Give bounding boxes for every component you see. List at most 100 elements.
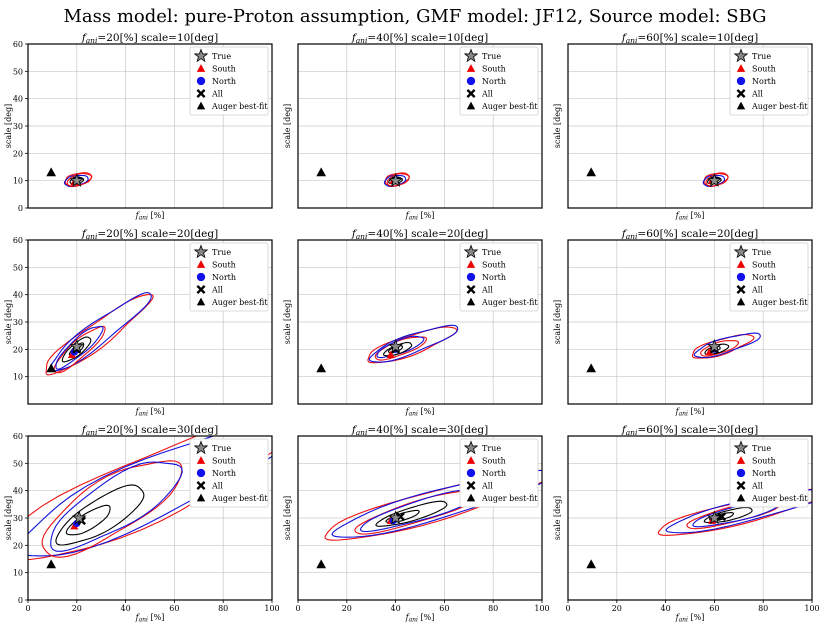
markers [316, 338, 403, 373]
legend: True South North All Auger best-fit [189, 46, 269, 116]
x-axis-label: fani [%] [135, 407, 165, 418]
legend-south-marker [736, 64, 746, 72]
y-tick-label: 60 [13, 432, 23, 441]
legend: True South North All Auger best-fit [459, 46, 539, 116]
y-tick-label: 30 [13, 122, 23, 131]
legend: True South North All Auger best-fit [729, 438, 809, 508]
legend-south-marker [736, 260, 746, 268]
legend-all-marker [736, 481, 746, 490]
north-contour [702, 174, 726, 188]
panel-9: fani=60[%] scale=30[deg] 0 20 40 60 80 100 fani… [553, 424, 820, 624]
y-tick-label: 40 [13, 95, 23, 104]
panel-title: fani=20[%] scale=30[deg] [81, 424, 218, 437]
all-contour [385, 509, 420, 523]
x-tick-label: 80 [758, 604, 768, 613]
legend-label: Auger best-fit [211, 494, 268, 503]
legend-auger-best-fit-marker [466, 493, 476, 502]
legend-box [459, 242, 539, 312]
legend-label: North [482, 469, 506, 478]
markers [46, 167, 85, 187]
auger-best-fit-marker [46, 363, 57, 373]
legend-box [459, 438, 539, 508]
y-axis-label: scale [deg] [553, 496, 562, 540]
auger-best-fit-marker [316, 363, 327, 373]
legend-south-marker [466, 456, 476, 464]
south-contour [41, 460, 183, 558]
auger-best-fit-marker [46, 559, 57, 569]
y-axis-label: scale [deg] [283, 104, 292, 148]
panel-title: fani=20[%] scale=20[deg] [81, 228, 218, 241]
legend-south-marker [736, 456, 746, 464]
legend-label: North [482, 77, 506, 86]
legend-true-marker [733, 244, 749, 259]
panel-title: fani=60[%] scale=20[deg] [621, 228, 758, 241]
panel-title: fani=20[%] scale=10[deg] [81, 32, 218, 45]
legend-label: South [482, 65, 506, 74]
legend: True South North All Auger best-fit [729, 46, 809, 116]
panel-1: fani=20[%] scale=10[deg] 0 10 20 30 40 50 60 fan… [4, 32, 273, 222]
legend-south-marker [196, 260, 206, 268]
all-contour [65, 504, 111, 536]
legend-all-marker [196, 285, 206, 294]
north-contour [368, 324, 459, 363]
legend-south-marker [466, 260, 476, 268]
all-contour [55, 484, 145, 546]
auger-best-fit-marker [316, 559, 327, 569]
true-marker [72, 510, 87, 525]
legend-label: Auger best-fit [481, 102, 538, 111]
legend-label: True [212, 444, 231, 453]
legend-label: North [482, 273, 506, 282]
legend-label: South [482, 457, 506, 466]
y-axis-label: scale [deg] [4, 300, 13, 344]
legend-auger-best-fit-marker [196, 297, 206, 306]
all-contour [703, 506, 753, 524]
south-contour [386, 173, 410, 187]
legend-box [189, 438, 269, 508]
legend-label: All [211, 90, 223, 99]
x-axis-label: fani [%] [675, 407, 705, 418]
x-tick-label: 0 [565, 604, 570, 613]
markers [586, 510, 727, 569]
true-marker [388, 338, 403, 353]
panel-title: fani=60[%] scale=10[deg] [621, 32, 758, 45]
all-marker [717, 512, 727, 521]
y-tick-label: 10 [13, 373, 23, 382]
axes-frame [297, 435, 543, 601]
legend-label: North [212, 77, 236, 86]
legend-label: All [211, 286, 223, 295]
legend: True South North All Auger best-fit [189, 438, 269, 508]
markers [46, 338, 85, 373]
y-axis-label: scale [deg] [283, 300, 292, 344]
legend-label: Auger best-fit [211, 298, 268, 307]
x-tick-label: 0 [295, 604, 300, 613]
y-tick-label: 50 [13, 459, 23, 468]
legend-north-marker [736, 468, 746, 478]
y-tick-label: 20 [13, 149, 23, 158]
legend-auger-best-fit-marker [466, 101, 476, 110]
true-marker [69, 173, 85, 187]
legend-true-marker [193, 244, 209, 259]
legend-true-marker [463, 48, 479, 63]
legend-all-marker [196, 89, 206, 98]
true-marker [707, 173, 722, 187]
legend: True South North All Auger best-fit [459, 438, 539, 508]
panel-6: fani=60[%] scale=20[deg] fani [%] scale [d… [553, 228, 813, 418]
x-tick-label: 20 [612, 604, 622, 613]
x-tick-label: 60 [169, 604, 179, 613]
x-axis-label: fani [%] [675, 613, 705, 623]
all-contour [708, 512, 735, 522]
y-tick-label: 0 [18, 204, 23, 213]
north-contour [55, 325, 104, 370]
legend-label: South [212, 261, 236, 270]
axes-frame [297, 43, 543, 209]
y-tick-label: 60 [13, 40, 23, 49]
x-tick-label: 20 [72, 604, 82, 613]
axes-frame [567, 239, 813, 405]
axes-frame [567, 43, 813, 209]
legend-label: True [752, 248, 771, 257]
true-marker [388, 510, 403, 525]
all-contour [61, 336, 92, 363]
legend-true-marker [463, 440, 479, 455]
legend-box [189, 46, 269, 116]
